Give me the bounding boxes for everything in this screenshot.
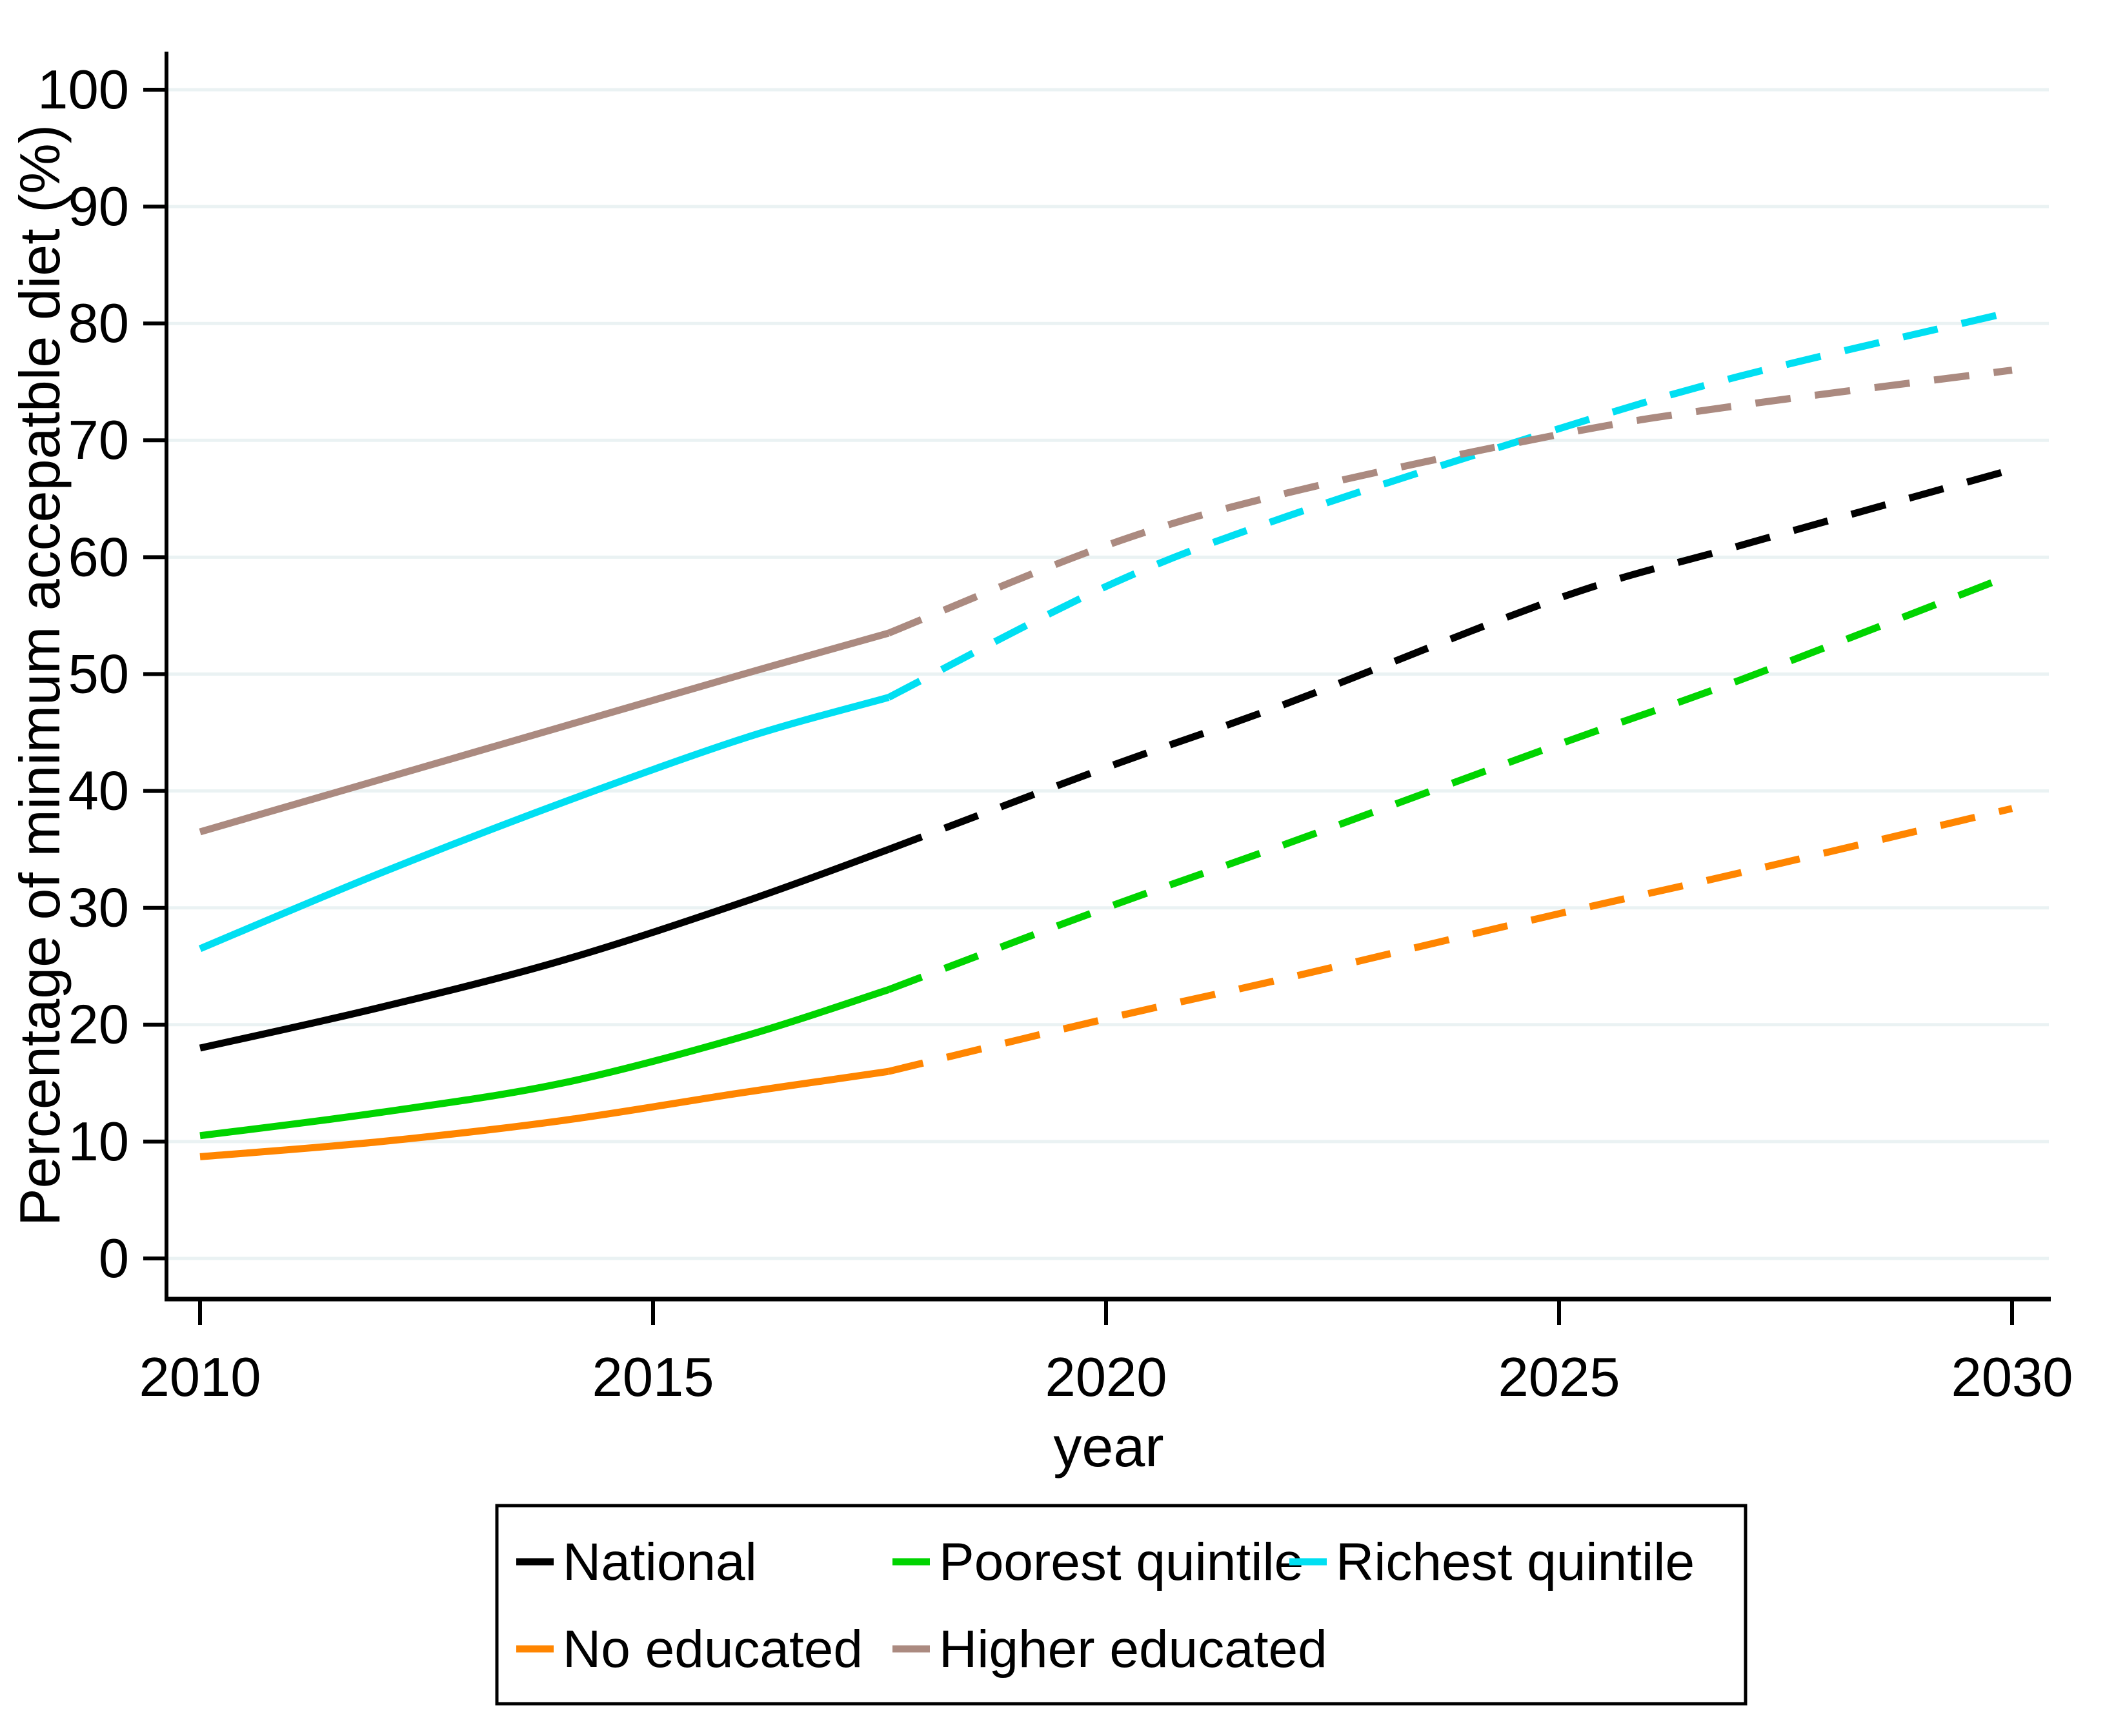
series-no-educated-dashed: [887, 805, 2013, 1075]
series-higher-educated-dashed: [887, 367, 2013, 637]
y-tick-label: 60: [68, 527, 129, 588]
x-tick-label: 2020: [1045, 1347, 1167, 1408]
y-tick-label: 70: [68, 410, 129, 471]
series-lines: [198, 308, 2013, 1160]
legend-box: [495, 1504, 1747, 1706]
y-tick-label: 10: [68, 1111, 129, 1173]
x-tick-label: 2015: [592, 1347, 714, 1408]
y-axis-title: Percentage of minimum accepatble diet (%…: [8, 125, 72, 1226]
legend-label-no-educated: No educated: [563, 1620, 863, 1679]
legend-label-higher-educated: Higher educated: [939, 1620, 1327, 1679]
x-tick-label: 2030: [1951, 1347, 2073, 1408]
series-poorest-quintile-dashed: [887, 571, 2013, 993]
series-no-educated-solid: [199, 1067, 889, 1160]
x-tick-label: 2025: [1498, 1347, 1620, 1408]
x-tick-label: 2010: [139, 1347, 261, 1408]
y-tick-label: 0: [99, 1228, 129, 1289]
legend-label-poorest-quintile: Poorest quintile: [939, 1533, 1304, 1591]
y-tick-label: 90: [68, 176, 129, 237]
y-tick-label: 40: [68, 761, 129, 822]
y-tick-label: 50: [68, 643, 129, 705]
series-richest-quintile-solid: [198, 694, 890, 953]
gridlines: [166, 88, 2049, 1260]
series-richest-quintile-dashed: [887, 308, 2013, 701]
y-tick-label: 100: [37, 59, 129, 121]
series-poorest-quintile-solid: [199, 986, 890, 1140]
legend: National Poorest quintile Richest quintile…: [495, 1504, 1747, 1706]
axes: [143, 52, 2051, 1325]
y-tick-label: 80: [68, 293, 129, 354]
y-tick-label: 30: [68, 878, 129, 939]
series-national-solid: [199, 846, 890, 1052]
series-higher-educated-solid: [199, 629, 890, 836]
legend-label-richest-quintile: Richest quintile: [1336, 1533, 1695, 1591]
x-axis-title: year: [1053, 1415, 1163, 1479]
series-national-dashed: [887, 466, 2013, 853]
legend-label-national: National: [563, 1533, 757, 1591]
y-tick-label: 20: [68, 994, 129, 1056]
